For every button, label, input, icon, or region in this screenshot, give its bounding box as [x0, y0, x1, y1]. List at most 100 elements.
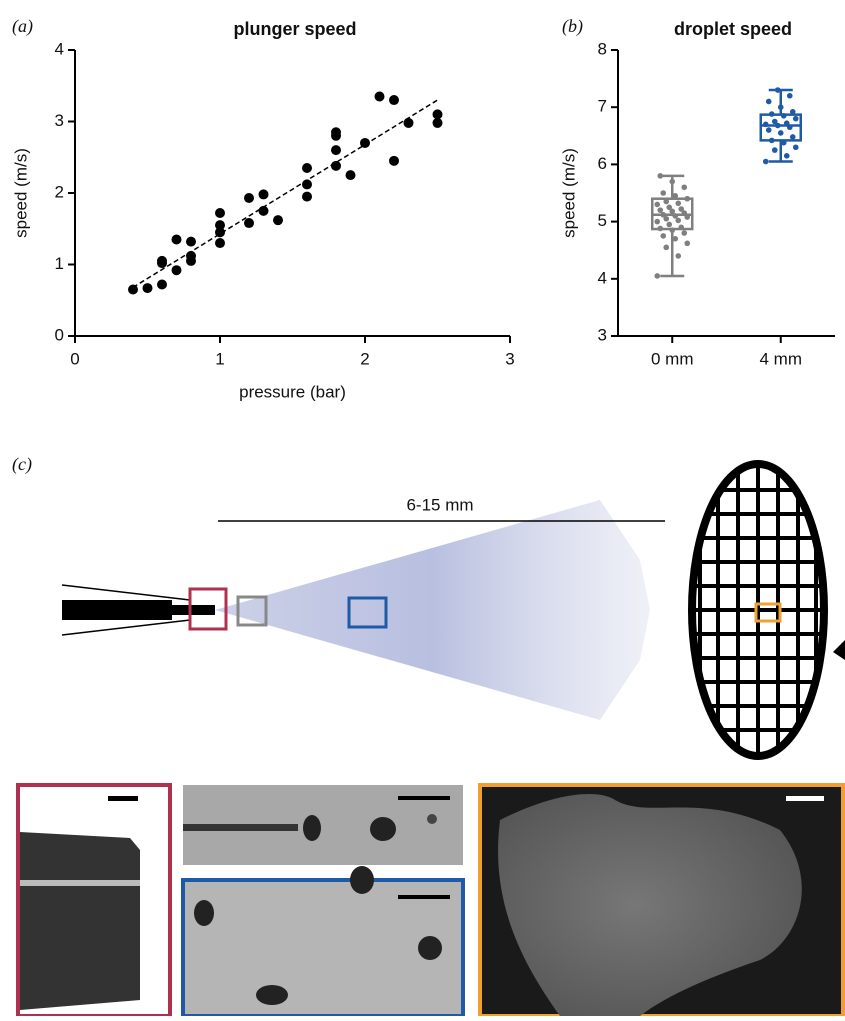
diagram: 6-15 mm — [62, 460, 845, 760]
point — [684, 196, 690, 202]
y-tick-label: 4 — [598, 268, 607, 287]
point — [790, 134, 796, 140]
x-tick-label: 0 mm — [651, 349, 694, 368]
point — [784, 153, 790, 159]
point — [766, 99, 772, 105]
point — [769, 138, 775, 144]
x-tick-label: 0 — [70, 349, 79, 368]
point — [660, 212, 666, 218]
point — [331, 127, 341, 137]
point — [244, 218, 254, 228]
droplet — [303, 815, 321, 841]
droplet — [370, 817, 396, 841]
y-tick-label: 5 — [598, 211, 607, 230]
image-content — [183, 824, 298, 831]
point — [675, 218, 681, 224]
point — [681, 230, 687, 236]
point — [684, 241, 690, 247]
needle — [62, 600, 172, 620]
scale-bar — [398, 895, 450, 899]
x-axis-label: pressure (bar) — [239, 382, 346, 401]
y-axis-label: speed (m/s) — [559, 148, 578, 238]
point — [675, 200, 681, 206]
point — [766, 127, 772, 133]
x-tick-label: 3 — [505, 349, 514, 368]
point — [772, 147, 778, 153]
micrographs — [18, 785, 843, 1016]
point — [781, 113, 787, 119]
point — [433, 118, 443, 128]
point — [302, 179, 312, 189]
needle-outline — [62, 585, 190, 600]
droplet — [256, 985, 288, 1005]
point — [672, 236, 678, 242]
point — [763, 159, 769, 165]
y-tick-label: 8 — [598, 39, 607, 58]
point — [681, 184, 687, 190]
panel-label: (b) — [562, 16, 583, 37]
point — [769, 111, 775, 117]
point — [657, 226, 663, 232]
droplet — [418, 936, 442, 960]
point — [157, 280, 167, 290]
point — [186, 251, 196, 261]
point — [778, 104, 784, 110]
point — [433, 109, 443, 119]
point — [763, 122, 769, 128]
point — [790, 109, 796, 115]
point — [669, 227, 675, 233]
scale-bar — [108, 796, 138, 801]
chart-title: droplet speed — [674, 19, 792, 39]
point — [404, 118, 414, 128]
point — [346, 170, 356, 180]
y-tick-label: 3 — [598, 325, 607, 344]
point — [672, 193, 678, 199]
panel-label: (c) — [12, 454, 32, 475]
point — [660, 233, 666, 239]
point — [654, 273, 660, 279]
point — [259, 189, 269, 199]
point — [666, 205, 672, 211]
pointer — [833, 640, 845, 660]
chart-title: plunger speed — [233, 19, 356, 39]
point — [775, 87, 781, 93]
y-tick-label: 7 — [598, 97, 607, 116]
scale-bar — [398, 796, 450, 800]
x-tick-label: 2 — [360, 349, 369, 368]
spray-cone — [215, 500, 650, 720]
point — [375, 91, 385, 101]
point — [215, 238, 225, 248]
point — [781, 140, 787, 146]
point — [128, 285, 138, 295]
y-axis-label: speed (m/s) — [11, 148, 30, 238]
needle-outline — [62, 620, 190, 635]
point — [259, 206, 269, 216]
point — [787, 93, 793, 99]
x-tick-label: 4 mm — [760, 349, 803, 368]
point — [389, 95, 399, 105]
point — [143, 283, 153, 293]
distance-label: 6-15 mm — [406, 495, 473, 514]
droplet — [350, 866, 374, 894]
x-tick-label: 1 — [215, 349, 224, 368]
point — [660, 190, 666, 196]
point — [244, 193, 254, 203]
point — [654, 219, 660, 225]
droplet — [194, 900, 214, 926]
image-content — [20, 880, 140, 886]
scale-bar — [786, 796, 824, 801]
figure: (a) (b) (c) 6-15 mm — [0, 0, 845, 1016]
point — [657, 207, 663, 213]
image-content — [20, 832, 140, 1010]
point — [331, 161, 341, 171]
point — [215, 208, 225, 218]
point — [793, 144, 799, 150]
point — [273, 215, 283, 225]
point — [215, 220, 225, 230]
point — [669, 179, 675, 185]
point — [772, 119, 778, 125]
point — [663, 199, 669, 205]
y-tick-label: 3 — [55, 111, 64, 130]
y-tick-label: 4 — [55, 39, 64, 58]
point — [157, 256, 167, 266]
